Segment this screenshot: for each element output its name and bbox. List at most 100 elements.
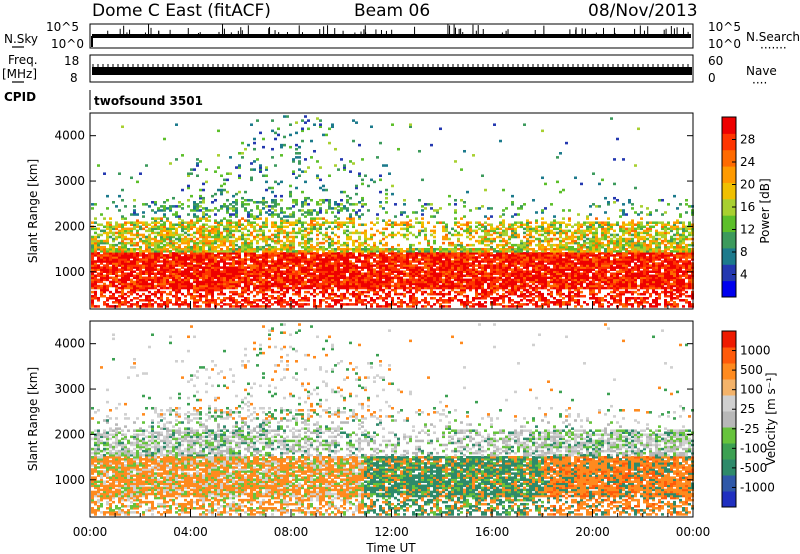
heatmap-cell bbox=[406, 237, 409, 241]
heatmap-cell bbox=[235, 221, 238, 224]
heatmap-cell bbox=[307, 266, 310, 269]
heatmap-cell bbox=[112, 231, 115, 235]
heatmap-cell bbox=[499, 272, 502, 276]
heatmap-cell bbox=[358, 270, 361, 273]
heatmap-cell bbox=[343, 280, 346, 284]
heatmap-cell bbox=[244, 276, 247, 280]
heatmap-cell bbox=[373, 245, 376, 249]
heatmap-cell bbox=[430, 305, 433, 308]
heatmap-cell bbox=[208, 278, 211, 282]
heatmap-cell bbox=[439, 260, 442, 263]
heatmap-cell bbox=[253, 288, 256, 292]
heatmap-cell bbox=[487, 254, 490, 257]
heatmap-cell bbox=[400, 276, 403, 280]
heatmap-cell bbox=[343, 303, 346, 306]
heatmap-cell bbox=[175, 245, 178, 249]
heatmap-cell bbox=[118, 290, 121, 294]
heatmap-cell bbox=[187, 278, 190, 282]
heatmap-cell bbox=[112, 305, 115, 308]
heatmap-cell bbox=[472, 299, 475, 302]
heatmap-cell bbox=[388, 256, 391, 259]
heatmap-cell bbox=[412, 266, 415, 269]
heatmap-cell bbox=[169, 284, 172, 288]
heatmap-cell bbox=[427, 256, 430, 259]
heatmap-cell bbox=[412, 303, 415, 306]
heatmap-cell bbox=[214, 192, 217, 196]
heatmap-cell bbox=[343, 276, 346, 280]
heatmap-cell bbox=[178, 290, 181, 294]
heatmap-cell bbox=[322, 260, 325, 263]
heatmap-cell bbox=[91, 294, 94, 298]
heatmap-cell bbox=[103, 245, 106, 249]
heatmap-cell bbox=[460, 299, 463, 302]
heatmap-cell bbox=[445, 233, 448, 237]
heatmap-cell bbox=[187, 303, 190, 306]
heatmap-cell bbox=[460, 282, 463, 286]
heatmap-cell bbox=[151, 227, 154, 231]
heatmap-cell bbox=[310, 252, 313, 255]
heatmap-cell bbox=[319, 264, 322, 267]
heatmap-cell bbox=[184, 231, 187, 235]
heatmap-cell bbox=[250, 221, 253, 224]
heatmap-cell bbox=[112, 233, 115, 237]
heatmap-cell bbox=[298, 264, 301, 267]
heatmap-cell bbox=[286, 260, 289, 263]
heatmap-cell bbox=[265, 296, 268, 300]
heatmap-cell bbox=[97, 252, 100, 255]
heatmap-cell bbox=[400, 270, 403, 273]
heatmap-cell bbox=[214, 286, 217, 290]
heatmap-cell bbox=[376, 213, 379, 216]
heatmap-cell bbox=[343, 256, 346, 259]
heatmap-cell bbox=[136, 256, 139, 259]
heatmap-cell bbox=[100, 213, 103, 216]
heatmap-cell bbox=[115, 301, 118, 304]
heatmap-cell bbox=[157, 247, 160, 251]
heatmap-cell bbox=[268, 268, 271, 271]
heatmap-cell bbox=[307, 264, 310, 267]
heatmap-cell bbox=[250, 301, 253, 304]
heatmap-cell bbox=[250, 247, 253, 251]
heatmap-cell bbox=[385, 235, 388, 239]
heatmap-cell bbox=[433, 278, 436, 282]
heatmap-cell bbox=[331, 274, 334, 278]
heatmap-cell bbox=[127, 272, 130, 276]
heatmap-cell bbox=[424, 270, 427, 273]
heatmap-cell bbox=[160, 299, 163, 302]
heatmap-cell bbox=[304, 241, 307, 245]
heatmap-cell bbox=[232, 205, 235, 208]
heatmap-cell bbox=[304, 296, 307, 300]
heatmap-cell bbox=[97, 268, 100, 271]
heatmap-cell bbox=[238, 176, 241, 180]
heatmap-cell bbox=[163, 215, 166, 218]
heatmap-cell bbox=[493, 296, 496, 300]
heatmap-cell bbox=[436, 280, 439, 284]
heatmap-cell bbox=[289, 241, 292, 245]
heatmap-cell bbox=[499, 268, 502, 271]
heatmap-cell bbox=[451, 227, 454, 231]
heatmap-cell bbox=[232, 250, 235, 253]
heatmap-cell bbox=[292, 270, 295, 273]
heatmap-cell bbox=[496, 252, 499, 255]
heatmap-cell bbox=[226, 258, 229, 261]
heatmap-cell bbox=[142, 264, 145, 267]
heatmap-cell bbox=[247, 272, 250, 276]
heatmap-cell bbox=[109, 245, 112, 249]
heatmap-cell bbox=[133, 252, 136, 255]
heatmap-cell bbox=[421, 250, 424, 253]
heatmap-cell bbox=[301, 268, 304, 271]
heatmap-cell bbox=[358, 290, 361, 294]
heatmap-cell bbox=[181, 264, 184, 267]
heatmap-cell bbox=[310, 245, 313, 249]
heatmap-cell bbox=[289, 268, 292, 271]
heatmap-cell bbox=[379, 278, 382, 282]
heatmap-cell bbox=[202, 247, 205, 251]
heatmap-cell bbox=[334, 272, 337, 276]
heatmap-cell bbox=[469, 286, 472, 290]
heatmap-cell bbox=[277, 231, 280, 235]
heatmap-cell bbox=[106, 254, 109, 257]
heatmap-cell bbox=[469, 282, 472, 286]
heatmap-cell bbox=[178, 252, 181, 255]
heatmap-cell bbox=[394, 268, 397, 271]
heatmap-cell bbox=[367, 301, 370, 304]
heatmap-cell bbox=[307, 247, 310, 251]
